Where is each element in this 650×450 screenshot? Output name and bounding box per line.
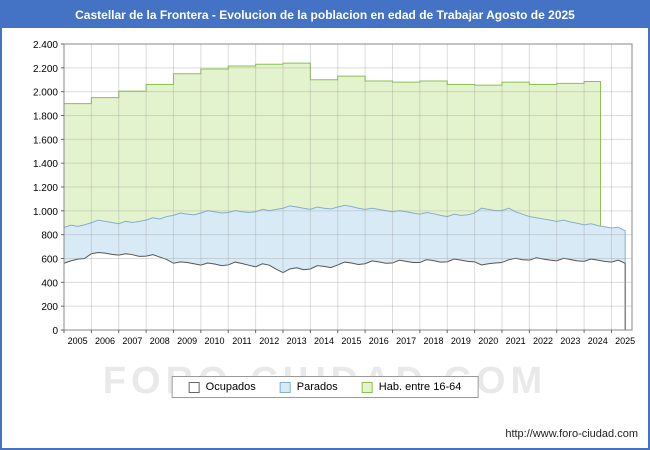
svg-text:2005: 2005 (68, 336, 88, 346)
svg-text:2021: 2021 (506, 336, 526, 346)
svg-text:2006: 2006 (95, 336, 115, 346)
svg-text:2016: 2016 (369, 336, 389, 346)
svg-text:2022: 2022 (533, 336, 553, 346)
svg-text:2019: 2019 (451, 336, 471, 346)
svg-text:2015: 2015 (341, 336, 361, 346)
foro-ciudad-url[interactable]: http://www.foro-ciudad.com (505, 428, 638, 440)
legend-item-hab-16-64: Hab. entre 16-64 (361, 381, 462, 393)
svg-text:2010: 2010 (205, 336, 225, 346)
svg-text:2014: 2014 (314, 336, 334, 346)
svg-text:2007: 2007 (122, 336, 142, 346)
svg-text:2011: 2011 (232, 336, 251, 346)
svg-text:2020: 2020 (478, 336, 498, 346)
chart-legend: Ocupados Parados Hab. entre 16-64 (171, 376, 479, 398)
svg-text:2009: 2009 (177, 336, 197, 346)
svg-text:2024: 2024 (588, 336, 608, 346)
legend-swatch-hab-16-64 (361, 381, 373, 393)
legend-label-hab-16-64: Hab. entre 16-64 (378, 381, 462, 393)
svg-text:200: 200 (41, 302, 58, 313)
legend-swatch-parados (279, 381, 291, 393)
svg-text:400: 400 (41, 278, 58, 289)
svg-text:1.400: 1.400 (33, 159, 58, 170)
svg-text:2017: 2017 (396, 336, 416, 346)
svg-text:800: 800 (41, 231, 58, 242)
population-area-chart: 0 200 400 600 800 1.000 1.200 1.400 1.600 1.800 2.… (33, 40, 635, 346)
svg-text:2023: 2023 (560, 336, 580, 346)
svg-text:2.400: 2.400 (33, 40, 58, 51)
chart-title-bar: Castellar de la Frontera - Evolucion de … (2, 2, 648, 28)
svg-text:1.200: 1.200 (33, 183, 58, 194)
svg-text:2018: 2018 (424, 336, 444, 346)
legend-label-parados: Parados (296, 381, 338, 393)
legend-label-ocupados: Ocupados (205, 381, 256, 393)
legend-item-parados: Parados (279, 381, 338, 393)
svg-text:1.000: 1.000 (33, 207, 58, 218)
legend-item-ocupados: Ocupados (188, 381, 256, 393)
svg-text:2013: 2013 (287, 336, 307, 346)
svg-text:2.000: 2.000 (33, 88, 58, 99)
svg-text:2012: 2012 (259, 336, 279, 346)
svg-text:0: 0 (52, 326, 58, 337)
svg-text:1.600: 1.600 (33, 135, 58, 146)
svg-text:2025: 2025 (615, 336, 635, 346)
svg-text:2008: 2008 (150, 336, 170, 346)
svg-text:2.200: 2.200 (33, 64, 58, 75)
legend-swatch-ocupados (188, 381, 200, 393)
svg-text:1.800: 1.800 (33, 112, 58, 123)
svg-text:600: 600 (41, 255, 58, 266)
